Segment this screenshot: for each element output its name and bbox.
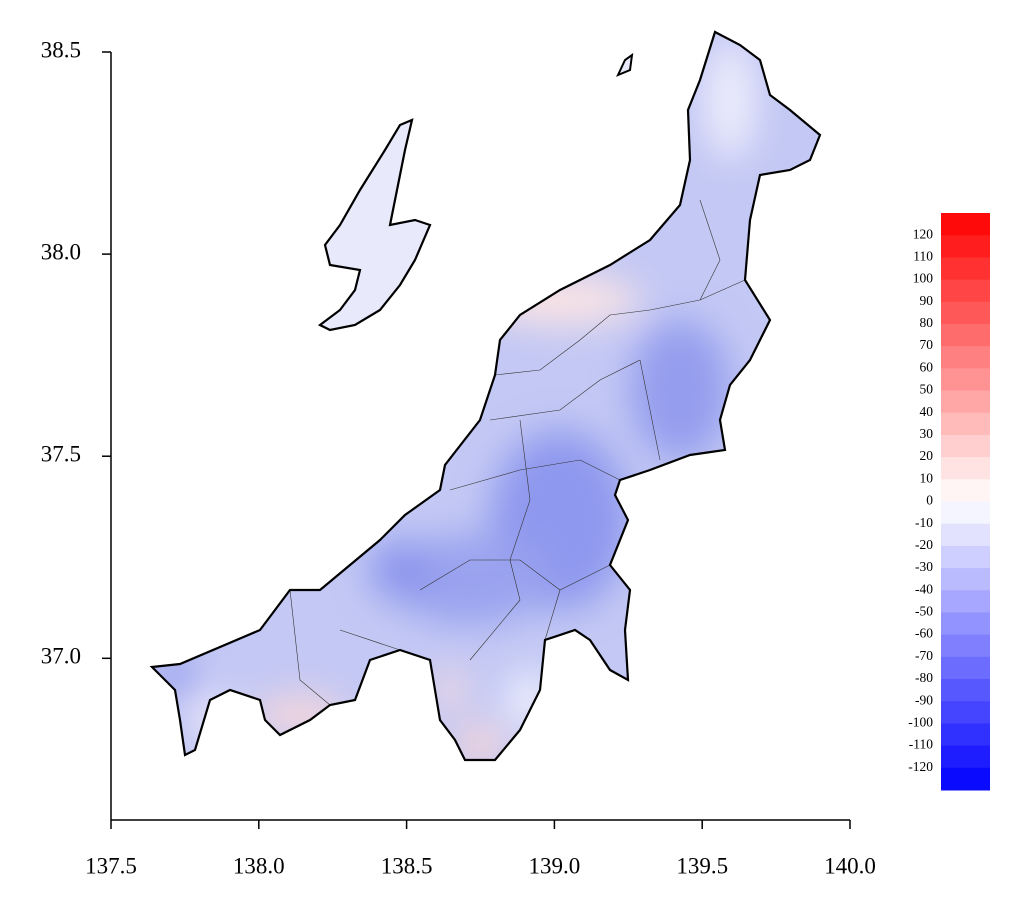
colorbar-label: -20: [915, 537, 933, 552]
x-tick-label: 138.5: [381, 853, 433, 878]
y-tick-label: 38.5: [41, 37, 81, 62]
colorbar-label: -110: [909, 737, 933, 752]
colorbar-label: -80: [915, 670, 933, 685]
colorbar-bin: [941, 701, 990, 724]
colorbar-bin: [941, 545, 990, 569]
colorbar-bin: [941, 390, 990, 414]
colorbar-label: 60: [920, 359, 934, 374]
colorbar-bin: [941, 434, 990, 458]
x-tick-label: 140.0: [824, 853, 876, 878]
colorbar-bin: [941, 301, 990, 325]
colorbar-label: 40: [920, 404, 934, 419]
colorbar-bin: [941, 213, 990, 236]
colorbar-bin: [941, 323, 990, 347]
colorbar-bin: [941, 523, 990, 547]
colorbar-label: -30: [915, 559, 933, 574]
colorbar-label: -10: [915, 515, 933, 530]
y-tick-label: 38.0: [41, 239, 81, 264]
colorbar-label: -40: [915, 581, 933, 596]
colorbar-bin: [941, 279, 990, 303]
colorbar-label: 70: [920, 337, 934, 352]
colorbar-bin: [941, 235, 990, 258]
colorbar-label: 90: [920, 293, 934, 308]
y-tick-label: 37.5: [41, 441, 81, 466]
colorbar-label: 110: [913, 248, 933, 263]
colorbar-label: 10: [920, 470, 934, 485]
mainland: [149, 30, 822, 762]
colorbar-bin: [941, 257, 990, 281]
x-tick-label: 139.5: [676, 853, 728, 878]
y-tick-label: 37.0: [41, 644, 81, 669]
colorbar-label: -100: [908, 715, 933, 730]
x-tick-label: 137.5: [85, 853, 137, 878]
x-tick-label: 138.0: [233, 853, 285, 878]
colorbar-label: 30: [920, 426, 934, 441]
colorbar-label: -50: [915, 604, 933, 619]
colorbar-bin: [941, 723, 990, 747]
colorbar-bin: [941, 679, 990, 702]
colorbar-bin: [941, 745, 990, 769]
colorbar-label: -70: [915, 648, 933, 663]
colorbar-label: 0: [926, 493, 933, 508]
colorbar-bin: [941, 457, 990, 480]
colorbar-bin: [941, 479, 990, 502]
colorbar-label: 20: [920, 448, 934, 463]
colorbar-label: -60: [915, 626, 933, 641]
colorbar-label: 100: [913, 271, 934, 286]
awashima-island: [616, 52, 634, 77]
colorbar-bin: [941, 634, 990, 658]
sado-island: [317, 118, 432, 332]
colorbar-label: 120: [913, 226, 934, 241]
colorbar-bin: [941, 368, 990, 392]
colorbar-bin: [941, 612, 990, 636]
x-tick-label: 139.0: [529, 853, 581, 878]
colorbar-bin: [941, 568, 990, 591]
colorbar-bin: [941, 412, 990, 436]
colorbar-label: -120: [908, 759, 933, 774]
colorbar-bin: [941, 346, 990, 369]
colorbar-bin: [941, 501, 990, 525]
colorbar-label: 50: [920, 382, 934, 397]
colorbar-label: 80: [920, 315, 934, 330]
colorbar-bin: [941, 656, 990, 680]
colorbar-label: -90: [915, 692, 933, 707]
colorbar-bin: [941, 590, 990, 613]
colorbar-bin: [941, 767, 990, 791]
